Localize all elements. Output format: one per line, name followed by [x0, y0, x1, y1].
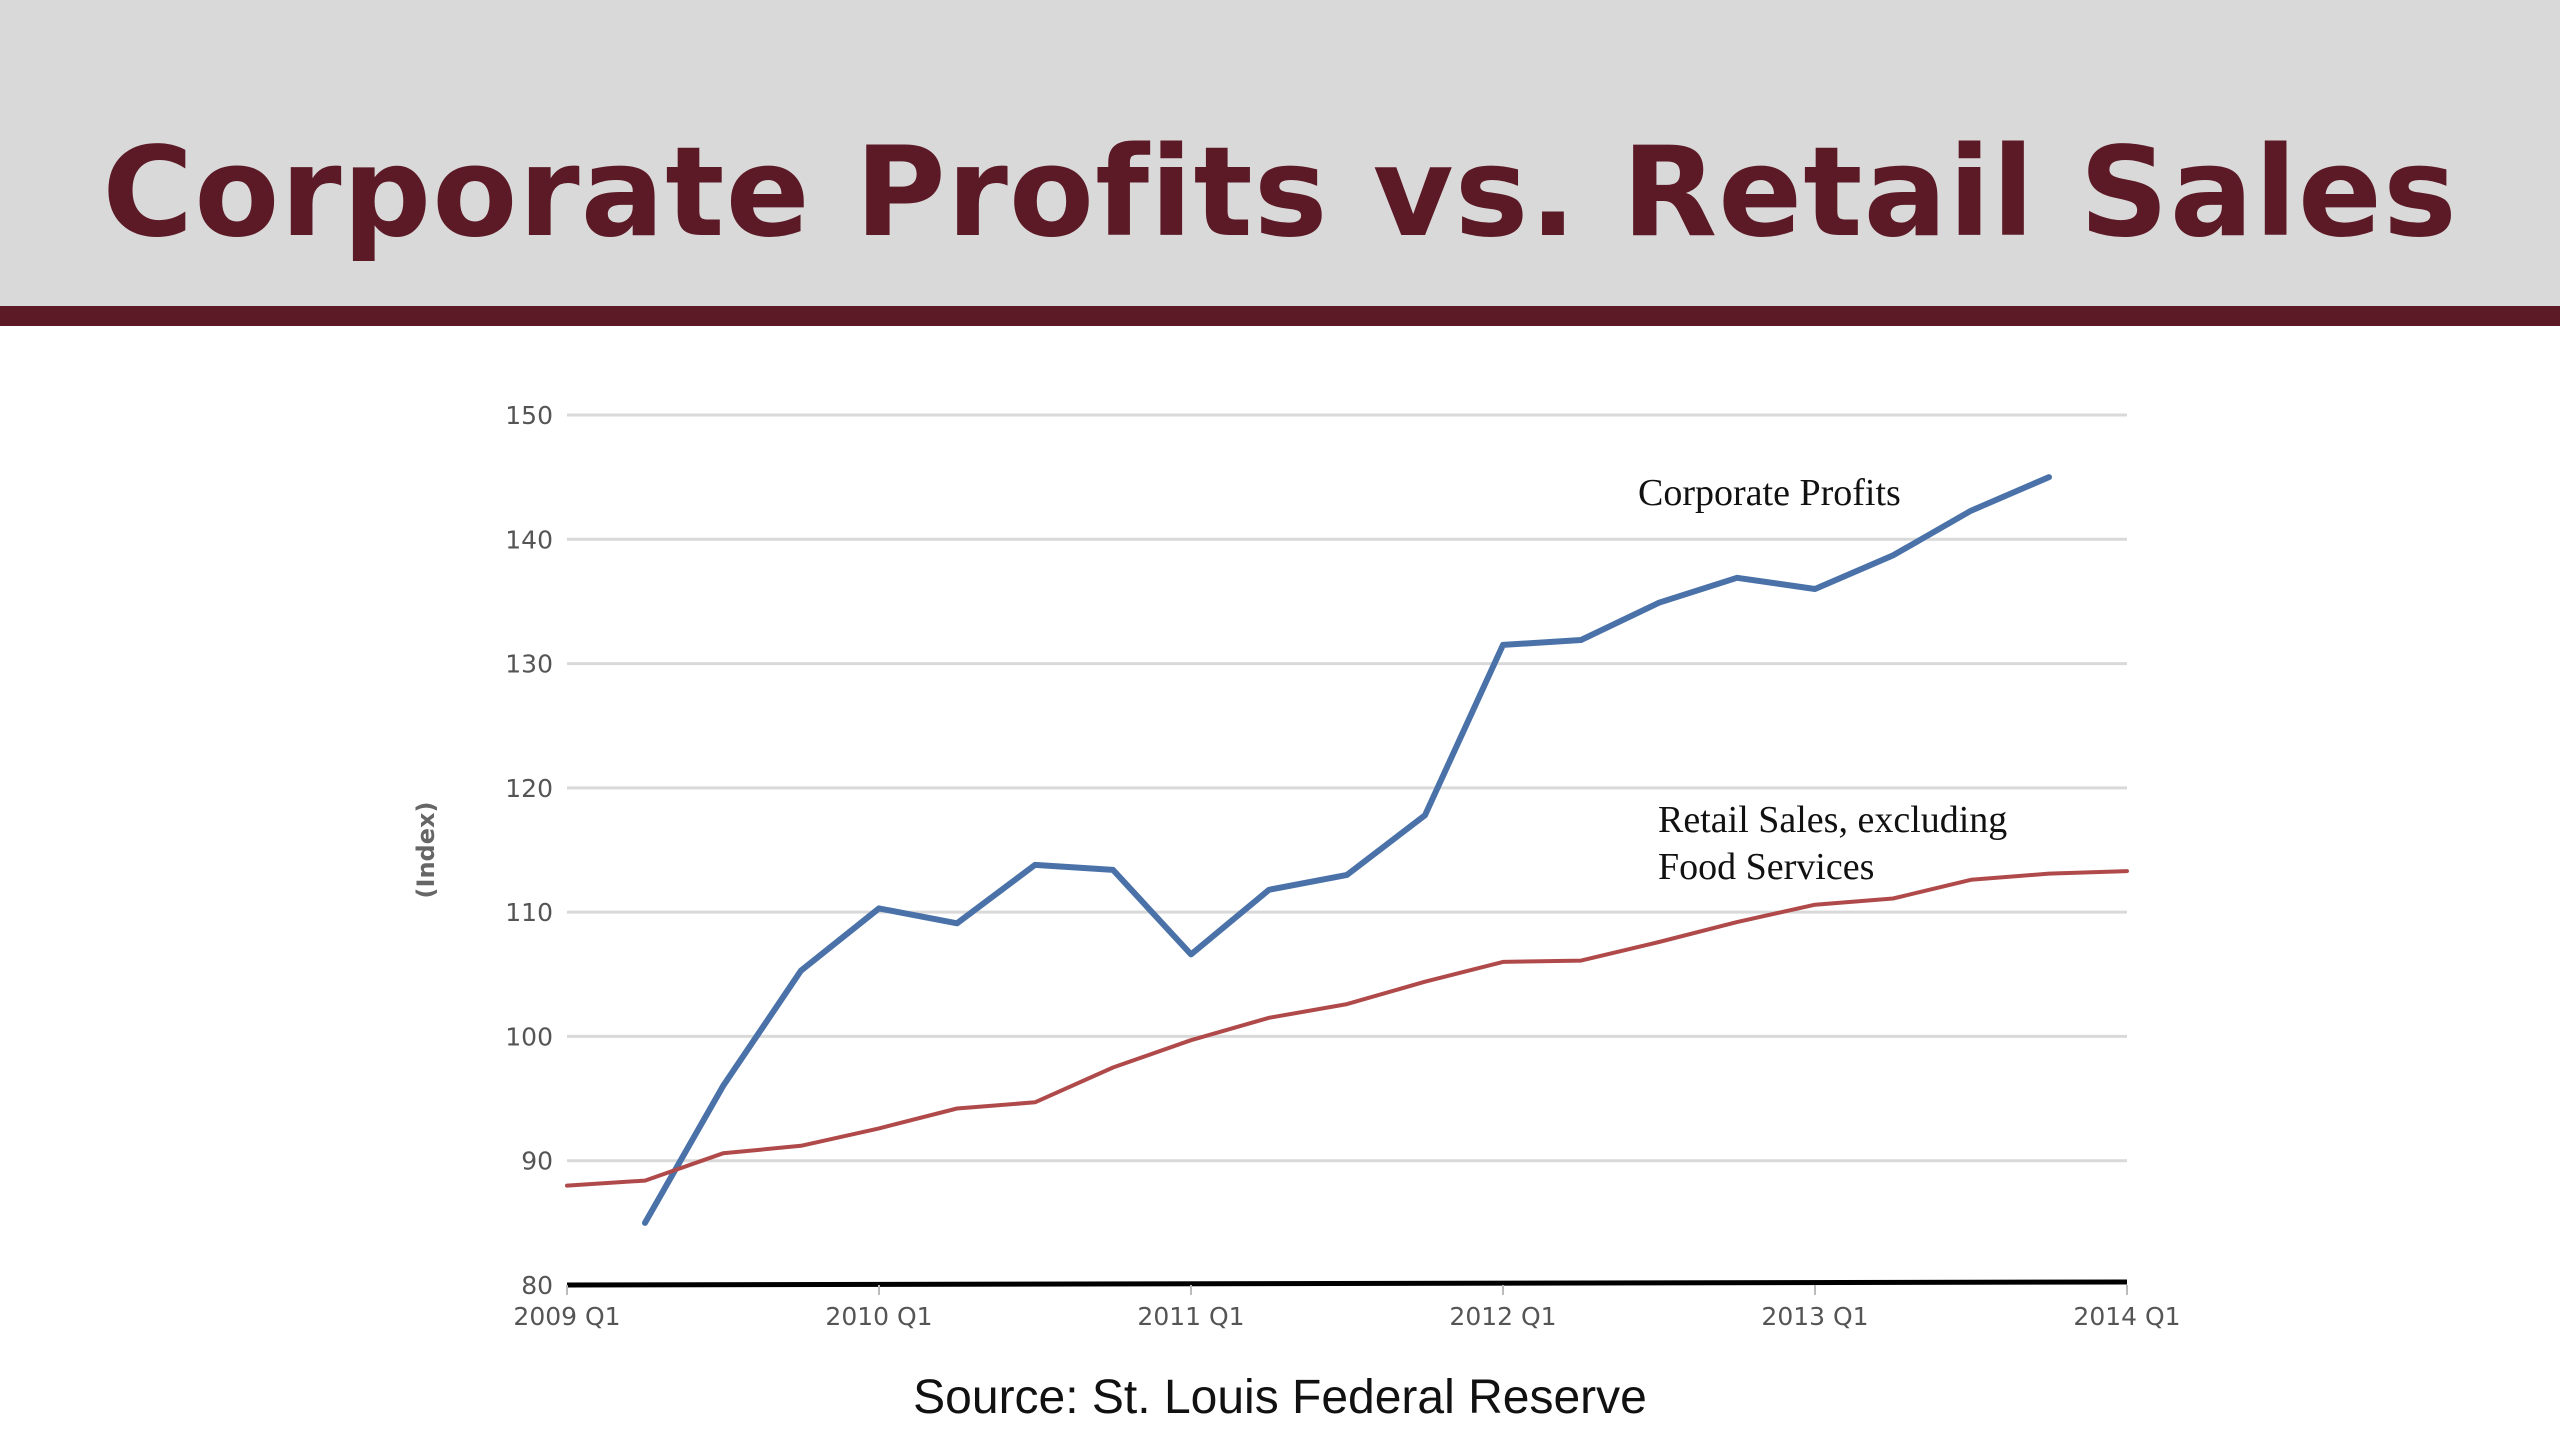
y-tick-label: 100: [505, 1022, 553, 1051]
source-note: Source: St. Louis Federal Reserve: [913, 1371, 1647, 1424]
retail-sales-label: Food Services: [1658, 846, 1874, 888]
x-axis-line: [566, 1279, 2128, 1288]
corporate-profits-line: [642, 474, 2052, 1226]
y-tick-label: 110: [505, 898, 553, 927]
retail-sales-label: Retail Sales, excluding: [1658, 799, 2007, 841]
x-tick-label: 2009 Q1: [513, 1302, 620, 1331]
title-divider: [0, 306, 2560, 326]
y-axis-title: (Index): [412, 802, 440, 899]
title-bar: [0, 0, 2560, 306]
y-tick-label: 80: [521, 1271, 553, 1300]
x-tick-label: 2012 Q1: [1449, 1302, 1556, 1331]
x-tick-label: 2013 Q1: [1761, 1302, 1868, 1331]
x-tick-label: 2014 Q1: [2073, 1302, 2180, 1331]
y-tick-label: 90: [521, 1147, 553, 1176]
x-tick-label: 2010 Q1: [825, 1302, 932, 1331]
y-tick-label: 140: [505, 525, 553, 554]
y-tick-label: 120: [505, 774, 553, 803]
y-tick-label: 130: [505, 650, 553, 679]
retail-sales-line: [565, 869, 2129, 1188]
x-tick-label: 2011 Q1: [1137, 1302, 1244, 1331]
slide-title: Corporate Profits vs. Retail Sales: [102, 121, 2458, 265]
y-tick-label: 150: [505, 401, 553, 430]
corporate-profits-label: Corporate Profits: [1638, 472, 1901, 514]
